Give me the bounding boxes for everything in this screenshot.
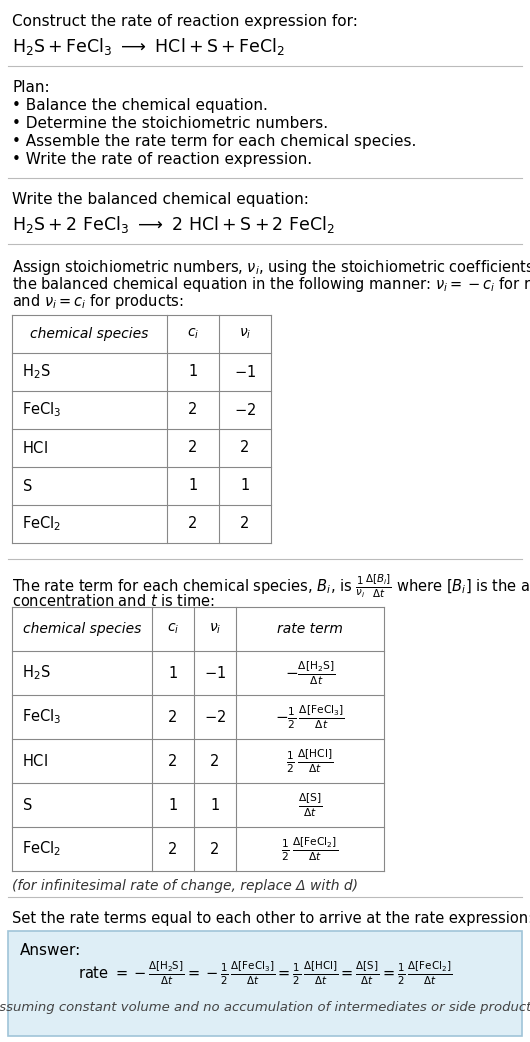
Text: $-2$: $-2$: [234, 402, 256, 418]
Text: $\mathrm{FeCl_3}$: $\mathrm{FeCl_3}$: [22, 401, 61, 419]
Text: Set the rate terms equal to each other to arrive at the rate expression:: Set the rate terms equal to each other t…: [12, 911, 530, 926]
Text: Plan:: Plan:: [12, 80, 50, 95]
Text: • Balance the chemical equation.: • Balance the chemical equation.: [12, 98, 268, 113]
Text: 2: 2: [169, 842, 178, 857]
Text: 2: 2: [188, 402, 198, 418]
Text: 2: 2: [240, 517, 250, 531]
Text: $-1$: $-1$: [234, 364, 256, 380]
Text: $\mathrm{H_2S + FeCl_3 \ \longrightarrow \ HCl + S + FeCl_2}$: $\mathrm{H_2S + FeCl_3 \ \longrightarrow…: [12, 36, 285, 57]
FancyBboxPatch shape: [8, 931, 522, 1036]
Text: the balanced chemical equation in the following manner: $\nu_i = -c_i$ for react: the balanced chemical equation in the fo…: [12, 275, 530, 294]
Text: $c_i$: $c_i$: [187, 327, 199, 341]
Text: Construct the rate of reaction expression for:: Construct the rate of reaction expressio…: [12, 14, 358, 29]
Text: Write the balanced chemical equation:: Write the balanced chemical equation:: [12, 192, 309, 207]
Text: 2: 2: [240, 441, 250, 455]
Text: $\frac{\Delta[\mathrm{S}]}{\Delta t}$: $\frac{\Delta[\mathrm{S}]}{\Delta t}$: [298, 791, 322, 819]
Text: $\frac{1}{2}\,\frac{\Delta[\mathrm{FeCl_2}]}{\Delta t}$: $\frac{1}{2}\,\frac{\Delta[\mathrm{FeCl_…: [281, 835, 339, 863]
Text: Assign stoichiometric numbers, $\nu_i$, using the stoichiometric coefficients, $: Assign stoichiometric numbers, $\nu_i$, …: [12, 258, 530, 277]
Text: rate term: rate term: [277, 622, 343, 636]
Text: $\mathrm{HCl}$: $\mathrm{HCl}$: [22, 753, 48, 769]
Text: The rate term for each chemical species, $B_i$, is $\frac{1}{\nu_i}\frac{\Delta[: The rate term for each chemical species,…: [12, 573, 530, 600]
Text: rate $= -\frac{\Delta[\mathrm{H_2S}]}{\Delta t} = -\frac{1}{2}\,\frac{\Delta[\ma: rate $= -\frac{\Delta[\mathrm{H_2S}]}{\D…: [78, 960, 452, 987]
Text: $\mathrm{HCl}$: $\mathrm{HCl}$: [22, 440, 48, 456]
Text: 1: 1: [169, 666, 178, 680]
Text: and $\nu_i = c_i$ for products:: and $\nu_i = c_i$ for products:: [12, 292, 184, 311]
Text: 2: 2: [169, 753, 178, 769]
Text: chemical species: chemical species: [30, 327, 149, 341]
Text: $\mathrm{H_2S}$: $\mathrm{H_2S}$: [22, 664, 51, 683]
Text: (for infinitesimal rate of change, replace Δ with d): (for infinitesimal rate of change, repla…: [12, 879, 358, 893]
Text: $\mathrm{H_2S + 2\ FeCl_3 \ \longrightarrow \ 2\ HCl + S + 2\ FeCl_2}$: $\mathrm{H_2S + 2\ FeCl_3 \ \longrightar…: [12, 214, 335, 235]
Text: $\mathrm{H_2S}$: $\mathrm{H_2S}$: [22, 363, 51, 381]
Text: $\mathrm{S}$: $\mathrm{S}$: [22, 478, 32, 494]
Text: $-\frac{\Delta[\mathrm{H_2S}]}{\Delta t}$: $-\frac{\Delta[\mathrm{H_2S}]}{\Delta t}…: [285, 660, 335, 687]
Text: 2: 2: [210, 753, 220, 769]
Text: 2: 2: [210, 842, 220, 857]
Text: 2: 2: [188, 517, 198, 531]
Text: $\mathrm{FeCl_3}$: $\mathrm{FeCl_3}$: [22, 708, 61, 726]
Text: • Determine the stoichiometric numbers.: • Determine the stoichiometric numbers.: [12, 116, 328, 131]
Text: $c_i$: $c_i$: [167, 622, 179, 637]
Text: 1: 1: [210, 797, 219, 813]
Text: (assuming constant volume and no accumulation of intermediates or side products): (assuming constant volume and no accumul…: [0, 1001, 530, 1014]
Text: 2: 2: [169, 710, 178, 724]
Text: 1: 1: [188, 478, 198, 494]
Text: 2: 2: [188, 441, 198, 455]
Text: concentration and $t$ is time:: concentration and $t$ is time:: [12, 593, 215, 609]
Text: $-2$: $-2$: [204, 709, 226, 725]
Text: $\nu_i$: $\nu_i$: [239, 327, 251, 341]
Text: 1: 1: [188, 365, 198, 379]
Text: $-1$: $-1$: [204, 665, 226, 681]
Text: Answer:: Answer:: [20, 943, 81, 958]
Text: $-\frac{1}{2}\,\frac{\Delta[\mathrm{FeCl_3}]}{\Delta t}$: $-\frac{1}{2}\,\frac{\Delta[\mathrm{FeCl…: [275, 703, 345, 730]
Text: $\mathrm{FeCl_2}$: $\mathrm{FeCl_2}$: [22, 840, 61, 859]
Text: $\nu_i$: $\nu_i$: [209, 622, 221, 637]
Text: $\mathrm{FeCl_2}$: $\mathrm{FeCl_2}$: [22, 515, 61, 534]
Text: 1: 1: [241, 478, 250, 494]
Text: 1: 1: [169, 797, 178, 813]
Text: $\frac{1}{2}\,\frac{\Delta[\mathrm{HCl}]}{\Delta t}$: $\frac{1}{2}\,\frac{\Delta[\mathrm{HCl}]…: [286, 747, 333, 775]
Text: • Assemble the rate term for each chemical species.: • Assemble the rate term for each chemic…: [12, 134, 417, 149]
Text: • Write the rate of reaction expression.: • Write the rate of reaction expression.: [12, 152, 312, 167]
Text: $\mathrm{S}$: $\mathrm{S}$: [22, 797, 32, 813]
Text: chemical species: chemical species: [23, 622, 141, 636]
